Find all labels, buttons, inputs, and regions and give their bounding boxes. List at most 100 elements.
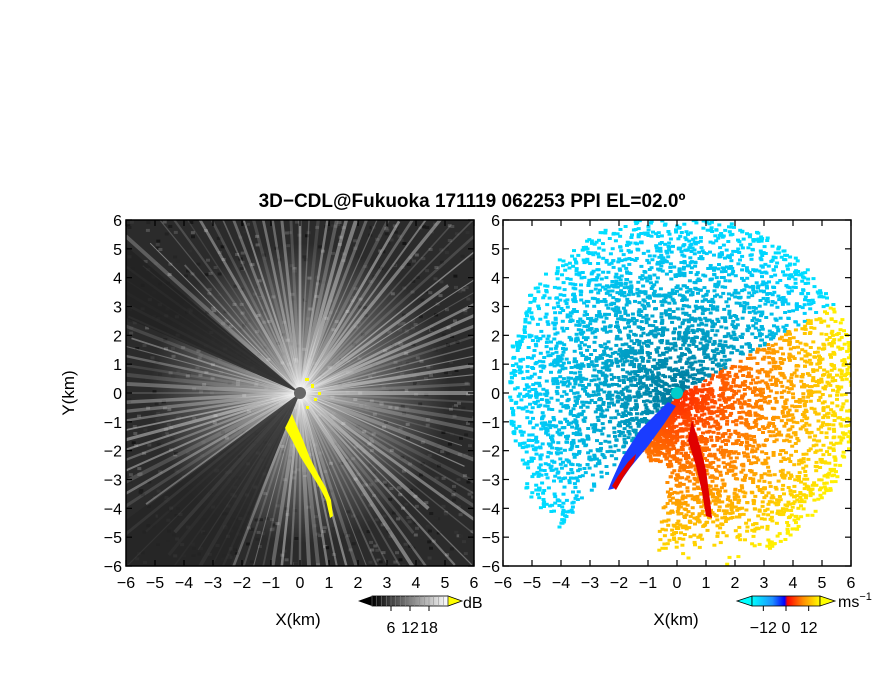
right-velocity-pixel (590, 423, 594, 427)
right-velocity-pixel (683, 339, 688, 343)
right-velocity-pixel (728, 334, 733, 338)
right-velocity-pixel (690, 356, 695, 360)
left-noise-pixel (444, 251, 449, 255)
left-noise-pixel (128, 473, 133, 477)
right-velocity-pixel (537, 496, 542, 500)
left-noise-pixel (140, 493, 145, 497)
right-velocity-pixel (820, 460, 825, 464)
left-noise-pixel (421, 257, 426, 261)
right-velocity-pixel (702, 350, 707, 354)
right-velocity-pixel (715, 375, 720, 379)
right-velocity-pixel (814, 483, 819, 487)
right-velocity-pixel (703, 456, 708, 460)
right-velocity-pixel (529, 315, 534, 319)
left-noise-pixel (415, 526, 419, 530)
right-velocity-pixel (667, 248, 672, 252)
right-velocity-pixel (728, 432, 733, 436)
right-velocity-pixel (659, 264, 664, 268)
right-velocity-pixel (523, 317, 528, 321)
right-velocity-pixel (759, 251, 764, 255)
right-velocity-pixel (546, 450, 551, 454)
right-velocity-pixel (597, 238, 601, 242)
right-velocity-pixel (567, 361, 571, 365)
right-velocity-pixel (730, 293, 734, 297)
right-velocity-pixel (704, 464, 709, 468)
right-velocity-pixel (759, 289, 763, 293)
right-velocity-pixel (562, 518, 567, 522)
left-noise-pixel (153, 261, 158, 265)
left-y-tick-label: 5 (113, 242, 122, 259)
right-velocity-pixel (742, 288, 747, 292)
right-velocity-pixel (681, 421, 686, 425)
left-noise-pixel (142, 451, 147, 455)
right-velocity-pixel (770, 300, 775, 303)
right-velocity-pixel (744, 423, 749, 427)
right-velocity-pixel (594, 317, 599, 321)
right-velocity-pixel (792, 346, 796, 350)
right-velocity-pixel (587, 278, 592, 282)
right-velocity-pixel (592, 455, 597, 459)
right-velocity-pixel (828, 383, 833, 387)
right-velocity-pixel (736, 389, 741, 393)
right-velocity-pixel (775, 325, 780, 329)
right-velocity-pixel (675, 307, 680, 311)
right-velocity-pixel (731, 319, 736, 323)
right-velocity-pixel (721, 434, 725, 438)
right-velocity-pixel (631, 436, 636, 440)
right-velocity-pixel (667, 232, 672, 236)
right-velocity-pixel (541, 498, 546, 501)
right-velocity-pixel (824, 292, 828, 296)
right-velocity-pixel (804, 410, 809, 413)
left-x-tick-label: 5 (441, 575, 450, 592)
right-velocity-pixel (721, 391, 726, 395)
right-velocity-pixel (713, 420, 718, 424)
right-velocity-pixel (739, 421, 744, 425)
right-velocity-pixel (839, 408, 844, 412)
left-noise-pixel (439, 260, 444, 264)
right-velocity-pixel (693, 242, 698, 246)
right-velocity-pixel (763, 438, 768, 442)
left-x-tick-label: 3 (383, 575, 392, 592)
right-velocity-pixel (716, 282, 721, 286)
right-velocity-pixel (745, 452, 750, 456)
left-noise-pixel (447, 442, 452, 446)
right-velocity-pixel (716, 320, 721, 323)
right-velocity-pixel (692, 339, 697, 343)
right-velocity-pixel (537, 472, 542, 476)
right-velocity-pixel (717, 223, 722, 227)
right-velocity-pixel (632, 317, 636, 321)
right-velocity-pixel (589, 353, 594, 356)
right-velocity-pixel (552, 460, 557, 464)
right-velocity-pixel (538, 364, 543, 368)
left-noise-pixel (463, 311, 468, 315)
right-velocity-pixel (751, 405, 756, 409)
right-velocity-pixel (821, 409, 826, 412)
right-velocity-pixel (577, 412, 582, 416)
right-velocity-pixel (645, 399, 650, 403)
right-velocity-pixel (557, 504, 562, 507)
right-velocity-pixel (521, 357, 526, 361)
right-velocity-pixel (612, 375, 616, 379)
right-velocity-pixel (639, 350, 644, 354)
right-velocity-pixel (548, 451, 553, 455)
right-velocity-pixel (662, 429, 667, 433)
right-velocity-pixel (745, 357, 750, 360)
right-velocity-pixel (692, 248, 697, 252)
right-velocity-pixel (740, 254, 745, 258)
right-velocity-pixel (588, 449, 593, 453)
right-velocity-pixel (777, 430, 782, 434)
left-noise-pixel (142, 344, 147, 347)
right-velocity-pixel (628, 425, 633, 429)
right-velocity-pixel (664, 436, 669, 440)
right-velocity-pixel (689, 250, 694, 253)
right-velocity-pixel (718, 473, 723, 477)
right-velocity-pixel (824, 431, 829, 435)
left-noise-pixel (135, 330, 140, 334)
right-velocity-pixel (645, 343, 649, 347)
right-velocity-pixel (767, 370, 772, 374)
right-velocity-pixel (842, 432, 847, 436)
right-velocity-pixel (726, 495, 731, 499)
right-velocity-pixel (743, 379, 748, 383)
right-velocity-pixel (693, 360, 698, 364)
left-noise-pixel (454, 285, 458, 289)
